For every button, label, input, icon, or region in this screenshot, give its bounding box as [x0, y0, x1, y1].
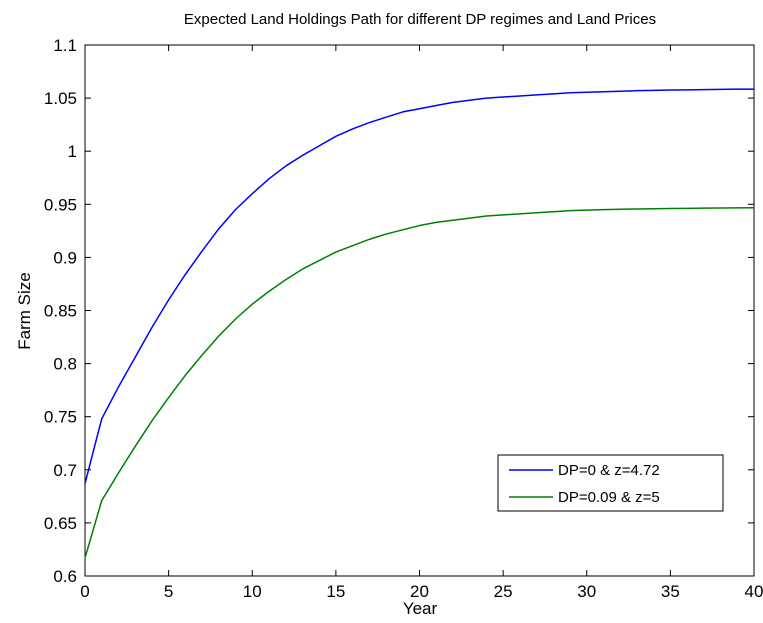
legend-label-series-2: DP=0.09 & z=5 — [558, 489, 660, 506]
series-layer — [84, 88, 755, 559]
y-tick-label: 1.05 — [44, 89, 77, 108]
series-line-1 — [84, 88, 755, 485]
x-tick-label: 40 — [745, 582, 763, 601]
y-tick-label: 0.95 — [44, 195, 77, 214]
x-axis: 0 5 10 15 20 25 30 35 40 — [80, 45, 763, 601]
x-tick-label: 5 — [164, 582, 173, 601]
x-tick-label: 35 — [661, 582, 680, 601]
x-tick-label: 10 — [243, 582, 262, 601]
y-axis-label: Farm Size — [15, 272, 34, 349]
y-tick-label: 0.7 — [53, 461, 77, 480]
x-tick-label: 15 — [326, 582, 345, 601]
series-line-2 — [84, 207, 755, 559]
legend: DP=0 & z=4.72 DP=0.09 & z=5 — [497, 454, 724, 512]
chart-title: Expected Land Holdings Path for differen… — [184, 11, 656, 28]
x-axis-label: Year — [403, 599, 438, 618]
legend-box — [497, 454, 724, 512]
y-tick-label: 1.1 — [53, 36, 77, 55]
y-tick-label: 0.9 — [53, 248, 77, 267]
y-tick-label: 0.6 — [53, 567, 77, 586]
y-tick-label: 1 — [68, 142, 77, 161]
y-axis: 0.6 0.65 0.7 0.75 0.8 0.85 0.9 0.95 1 1.05 1.1 — [44, 36, 754, 586]
y-tick-label: 0.65 — [44, 514, 77, 533]
y-tick-label: 0.75 — [44, 408, 77, 427]
y-tick-label: 0.8 — [53, 355, 77, 374]
x-tick-label: 20 — [410, 582, 429, 601]
x-tick-label: 0 — [80, 582, 89, 601]
y-tick-label: 0.85 — [44, 302, 77, 321]
legend-label-series-1: DP=0 & z=4.72 — [558, 462, 660, 479]
x-tick-label: 25 — [494, 582, 513, 601]
x-tick-label: 30 — [577, 582, 596, 601]
